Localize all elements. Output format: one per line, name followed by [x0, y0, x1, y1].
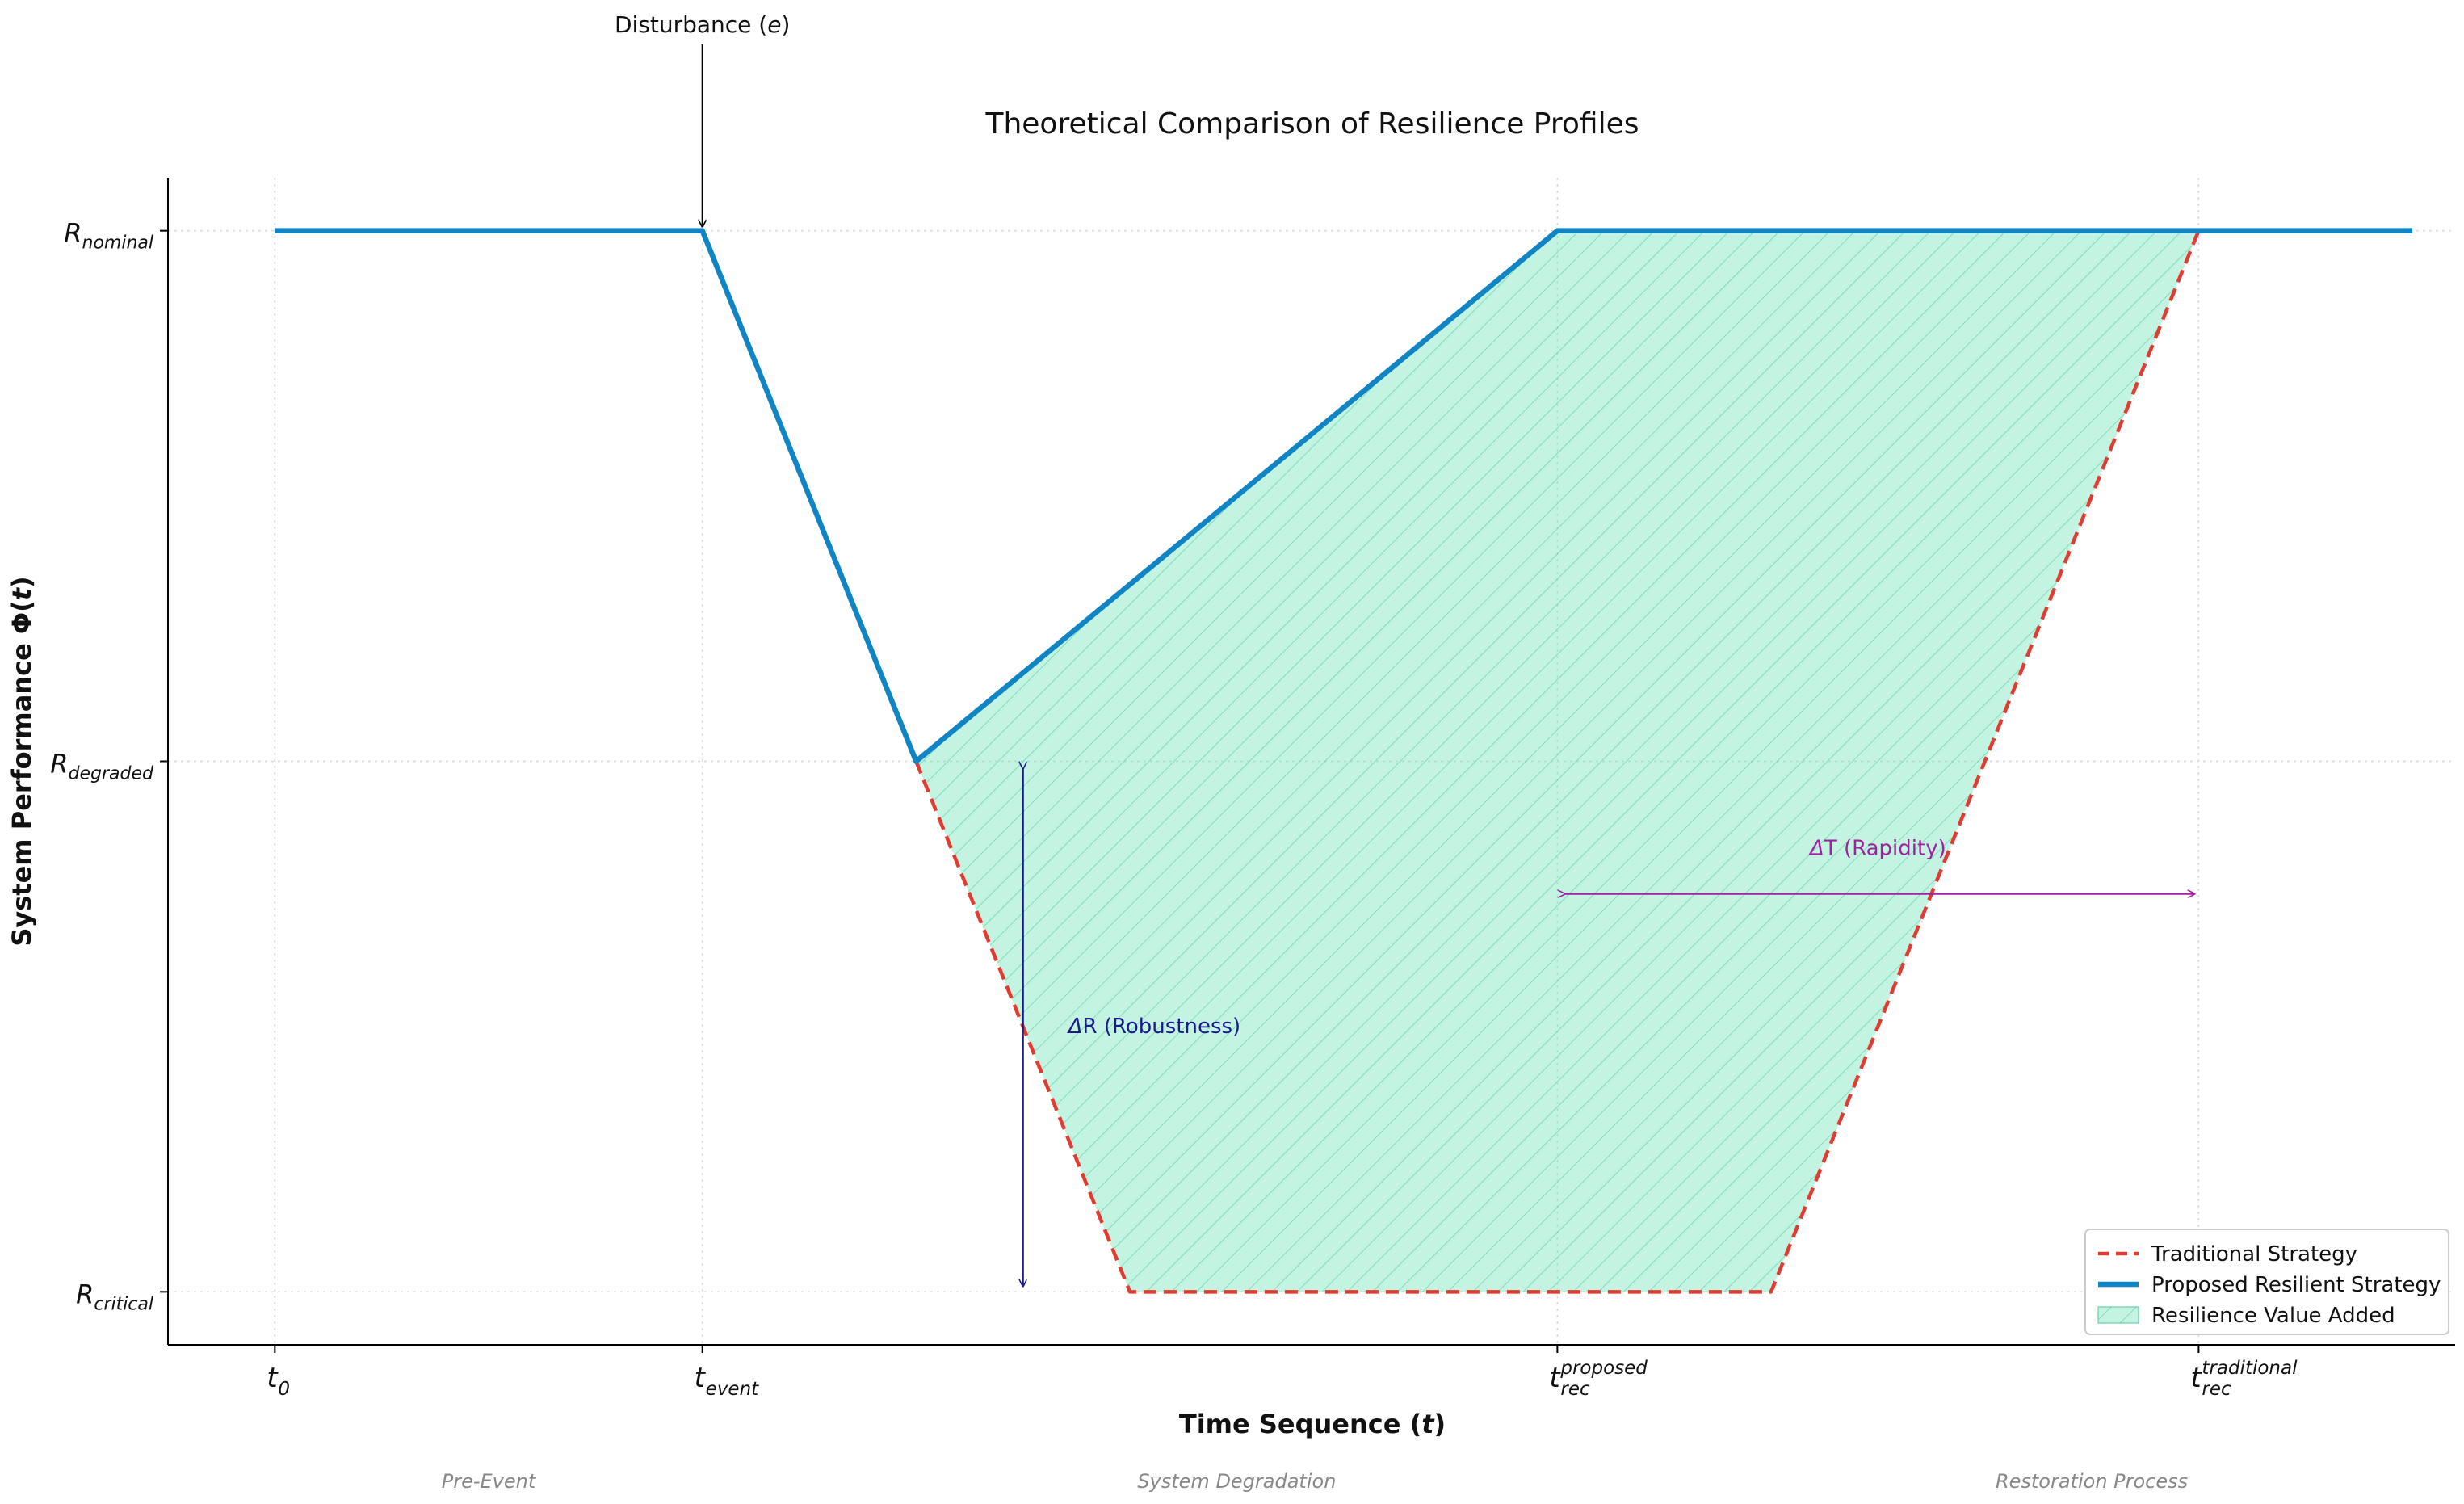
resilience-fill-hatch: [916, 230, 2413, 1292]
chart-title: Theoretical Comparison of Resilience Pro…: [984, 107, 1639, 141]
svg-text:t: t: [695, 1362, 707, 1394]
x-axis-label: Time Sequence (t): [1179, 1409, 1446, 1439]
svg-text:event: event: [706, 1379, 759, 1400]
svg-text:rec: rec: [1560, 1379, 1590, 1400]
series-lines: [275, 228, 2413, 1294]
svg-text:proposed: proposed: [1559, 1358, 1648, 1379]
phase-label-0: Pre-Event: [442, 1470, 537, 1493]
svg-text:t: t: [267, 1362, 279, 1394]
legend-label-1: Proposed Resilient Strategy: [2151, 1273, 2441, 1297]
y-tick-labels: Rnominal Rdegraded Rcritical: [50, 218, 168, 1314]
legend-box: [2084, 1229, 2449, 1335]
legend-label-2: Resilience Value Added: [2151, 1304, 2395, 1328]
x-tick-label-1: t event: [695, 1362, 759, 1400]
phase-label-2: Restoration Process: [1996, 1470, 2188, 1493]
y-tick-label-2: Rcritical: [76, 1279, 153, 1314]
phase-labels: Pre-Event System Degradation Restoration P…: [442, 1470, 2188, 1493]
svg-text:rec: rec: [2202, 1379, 2231, 1400]
svg-text:t: t: [2190, 1362, 2202, 1394]
svg-text:traditional: traditional: [2202, 1358, 2298, 1379]
y-tick-label-1: Rdegraded: [50, 749, 154, 784]
annotations: Disturbance (e) ΔR (Robustness) ΔT (Rapi…: [615, 11, 2193, 1285]
svg-text:0: 0: [278, 1379, 290, 1400]
legend: Traditional Strategy Proposed Resilient S…: [2084, 1229, 2449, 1335]
phase-label-1: System Degradation: [1137, 1470, 1336, 1493]
legend-swatch-fill: [2097, 1306, 2139, 1324]
disturbance-annotation: Disturbance (e): [615, 11, 790, 38]
proposed-strategy-line: [275, 228, 2413, 764]
resilience-fill-area: [916, 230, 2413, 1292]
y-axis-label: System Performance Φ(t): [6, 576, 37, 946]
legend-label-0: Traditional Strategy: [2151, 1242, 2357, 1267]
y-tick-label-0: Rnominal: [64, 218, 153, 254]
rapidity-label: ΔT (Rapidity): [1808, 837, 1946, 861]
svg-text:t: t: [1549, 1362, 1561, 1394]
robustness-label: ΔR (Robustness): [1067, 1015, 1241, 1039]
